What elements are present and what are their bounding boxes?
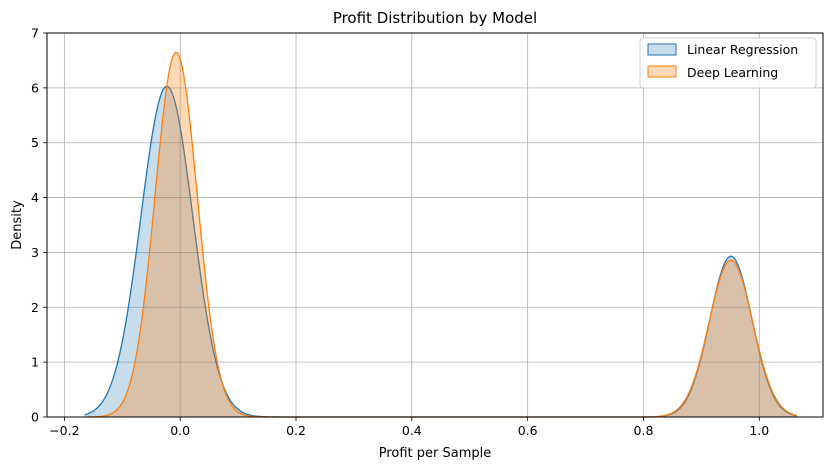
y-tick-label: 5 [31,135,39,150]
legend-swatch-deep-learning [647,65,677,78]
x-tick-label: 0.0 [170,423,190,438]
legend-label-deep-learning: Deep Learning [687,65,778,80]
density-area-deep-learning [87,52,797,418]
x-axis-label: Profit per Sample [379,446,492,461]
y-tick-label: 4 [31,190,39,205]
x-tick-label: 1.0 [749,423,769,438]
y-axis-label: Density [10,200,25,250]
y-tick-label: 2 [31,300,39,315]
legend-box [639,37,817,89]
y-tick-label: 7 [31,26,39,41]
x-tick-label: 0.6 [518,423,538,438]
chart-title: Profit Distribution by Model [333,9,537,27]
y-tick-label: 0 [31,410,39,425]
legend-label-linear-regression: Linear Regression [687,42,798,57]
axis-ticks: −0.2 0.0 0.2 0.4 0.6 0.8 1.0 0 1 2 3 4 5 6 7 [31,26,769,439]
density-area-linear-regression [84,86,797,417]
x-tick-label: 0.8 [634,423,654,438]
legend-swatch-linear-regression [647,43,677,56]
x-tick-label: 0.2 [286,423,306,438]
plot-frame [46,32,824,418]
y-tick-label: 6 [31,80,39,95]
x-tick-label: −0.2 [49,423,79,438]
y-tick-label: 3 [31,245,39,260]
y-tick-label: 1 [31,355,39,370]
legend: Linear Regression Deep Learning [639,37,817,89]
x-tick-label: 0.4 [402,423,422,438]
